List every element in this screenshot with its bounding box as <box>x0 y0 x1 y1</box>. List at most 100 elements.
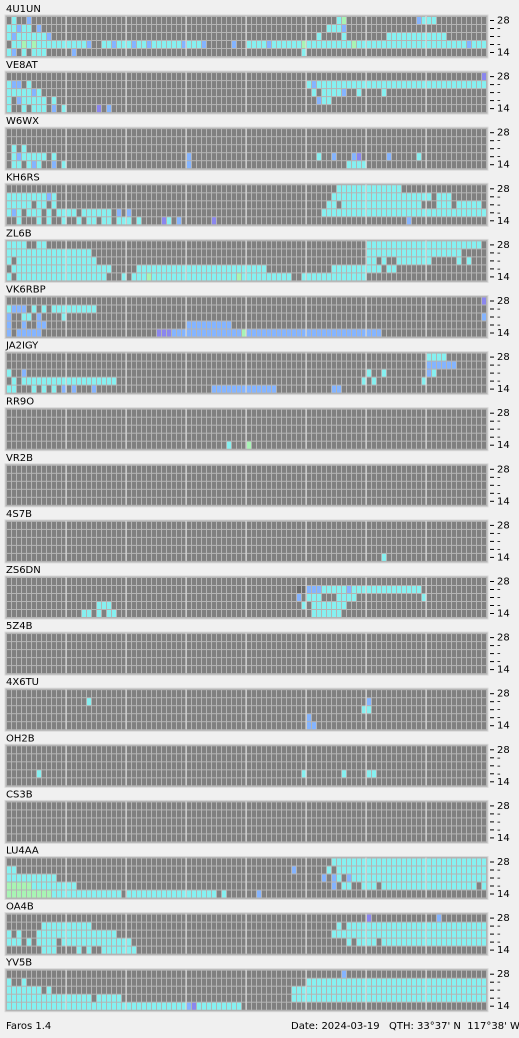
signal-cell <box>57 33 61 40</box>
signal-cell <box>297 537 301 545</box>
signal-cell <box>372 377 376 385</box>
signal-cell <box>57 537 61 545</box>
signal-cell <box>177 313 181 321</box>
signal-cell <box>52 353 56 361</box>
signal-cell <box>372 441 376 449</box>
signal-cell <box>482 537 486 545</box>
signal-cell <box>177 105 181 113</box>
signal-cell <box>137 297 141 305</box>
signal-cell <box>282 137 286 145</box>
signal-cell <box>462 537 466 545</box>
signal-cell <box>312 161 316 169</box>
signal-cell <box>27 369 31 377</box>
signal-cell <box>97 257 101 265</box>
signal-cell <box>477 273 481 281</box>
signal-cell <box>142 441 146 449</box>
signal-cell <box>32 521 36 529</box>
signal-cell <box>72 481 76 489</box>
signal-cell <box>237 481 241 489</box>
signal-cell <box>212 353 216 361</box>
signal-cell <box>167 297 171 305</box>
signal-cell <box>192 137 196 145</box>
band-label: - <box>497 88 501 99</box>
signal-cell <box>147 193 151 201</box>
signal-cell <box>472 145 476 153</box>
signal-cell <box>392 369 396 377</box>
signal-cell <box>17 217 21 225</box>
signal-cell <box>117 273 121 281</box>
signal-cell <box>342 521 346 529</box>
signal-cell <box>207 33 211 40</box>
signal-cell <box>472 105 476 113</box>
signal-cell <box>197 161 201 169</box>
signal-cell <box>117 465 121 473</box>
signal-cell <box>252 153 256 161</box>
signal-cell <box>72 305 76 313</box>
signal-cell <box>117 33 121 40</box>
signal-cell <box>422 537 426 545</box>
signal-cell <box>157 201 161 209</box>
signal-cell <box>67 25 71 32</box>
signal-cell <box>427 313 431 321</box>
signal-cell <box>257 521 261 529</box>
signal-cell <box>272 385 276 393</box>
signal-cell <box>242 305 246 313</box>
signal-cell <box>462 145 466 153</box>
signal-cell <box>312 153 316 161</box>
signal-cell <box>387 377 391 385</box>
signal-cell <box>107 497 111 505</box>
signal-cell <box>332 129 336 137</box>
signal-cell <box>227 105 231 113</box>
signal-cell <box>387 545 391 553</box>
signal-cell <box>77 529 81 537</box>
signal-cell <box>332 161 336 169</box>
signal-cell <box>312 297 316 305</box>
signal-cell <box>467 81 471 89</box>
signal-cell <box>32 33 36 40</box>
signal-cell <box>467 297 471 305</box>
signal-cell <box>432 305 436 313</box>
signal-cell <box>242 353 246 361</box>
signal-cell <box>482 137 486 145</box>
signal-cell <box>352 105 356 113</box>
signal-cell <box>212 265 216 273</box>
signal-cell <box>227 41 231 48</box>
signal-cell <box>132 73 136 81</box>
signal-cell <box>347 97 351 105</box>
signal-cell <box>7 209 11 217</box>
signal-cell <box>122 529 126 537</box>
signal-cell <box>237 193 241 201</box>
signal-cell <box>22 129 26 137</box>
signal-cell <box>147 81 151 89</box>
signal-cell <box>47 209 51 217</box>
signal-cell <box>397 81 401 89</box>
signal-cell <box>482 81 486 89</box>
signal-cell <box>92 521 96 529</box>
signal-cell <box>227 425 231 433</box>
signal-cell <box>162 369 166 377</box>
signal-cell <box>27 409 31 417</box>
signal-cell <box>417 497 421 505</box>
signal-cell <box>347 137 351 145</box>
signal-cell <box>42 417 46 425</box>
signal-cell <box>77 265 81 273</box>
signal-cell <box>112 553 116 561</box>
signal-cell <box>482 385 486 393</box>
signal-cell <box>362 49 366 56</box>
signal-cell <box>172 89 176 97</box>
signal-cell <box>207 89 211 97</box>
signal-cell <box>277 409 281 417</box>
signal-cell <box>67 249 71 257</box>
signal-cell <box>112 529 116 537</box>
signal-cell <box>482 25 486 32</box>
signal-cell <box>462 305 466 313</box>
signal-cell <box>137 353 141 361</box>
signal-cell <box>362 241 366 249</box>
signal-cell <box>337 257 341 265</box>
signal-cell <box>112 161 116 169</box>
signal-cell <box>152 185 156 193</box>
station-name: W6WX <box>6 116 39 127</box>
signal-cell <box>177 17 181 24</box>
signal-cell <box>217 73 221 81</box>
